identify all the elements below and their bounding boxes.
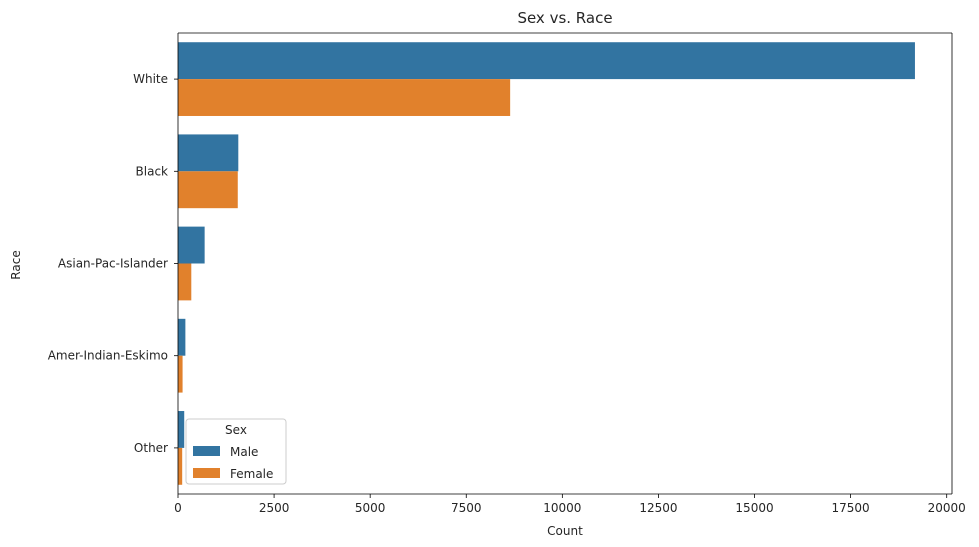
x-tick-label: 20000 xyxy=(928,501,966,515)
axes-layer: 0 2500 5000 7500 10000 12500 15000 17500 20000 Wh… xyxy=(48,32,966,515)
x-tick-label: 0 xyxy=(174,501,182,515)
x-tick-label: 12500 xyxy=(639,501,677,515)
bar-male-white xyxy=(178,42,915,80)
x-tick-label: 10000 xyxy=(543,501,581,515)
bar-female-other xyxy=(178,447,183,485)
x-tick-label: 2500 xyxy=(259,501,290,515)
bar-female-amer-indian-eskimo xyxy=(178,355,183,393)
y-tick-label: Asian-Pac-Islander xyxy=(58,257,168,271)
x-tick-label: 5000 xyxy=(355,501,386,515)
legend-swatch-female xyxy=(193,468,220,478)
legend: Sex Male Female xyxy=(185,418,287,485)
bar-male-black xyxy=(178,134,239,172)
bar-female-asian-pac-islander xyxy=(178,263,192,301)
chart-title: Sex vs. Race xyxy=(517,9,612,27)
x-tick-label: 15000 xyxy=(735,501,773,515)
legend-title: Sex xyxy=(225,423,247,437)
x-tick-label: 17500 xyxy=(832,501,870,515)
legend-label-female: Female xyxy=(230,467,273,481)
y-axis-label: Race xyxy=(9,250,23,279)
x-tick-label: 7500 xyxy=(451,501,482,515)
bars-layer xyxy=(178,42,915,485)
x-axis-label: Count xyxy=(547,524,583,538)
y-tick-label: Other xyxy=(134,441,168,455)
bar-male-amer-indian-eskimo xyxy=(178,318,186,356)
legend-swatch-male xyxy=(193,446,220,456)
legend-box xyxy=(185,418,287,485)
y-tick-label: Amer-Indian-Eskimo xyxy=(48,349,168,363)
legend-label-male: Male xyxy=(230,445,258,459)
bar-female-white xyxy=(178,79,511,116)
y-tick-label: White xyxy=(133,72,168,86)
y-tick-label: Black xyxy=(136,164,169,178)
bar-female-black xyxy=(178,171,238,209)
bar-male-other xyxy=(178,411,185,448)
bar-male-asian-pac-islander xyxy=(178,226,205,264)
